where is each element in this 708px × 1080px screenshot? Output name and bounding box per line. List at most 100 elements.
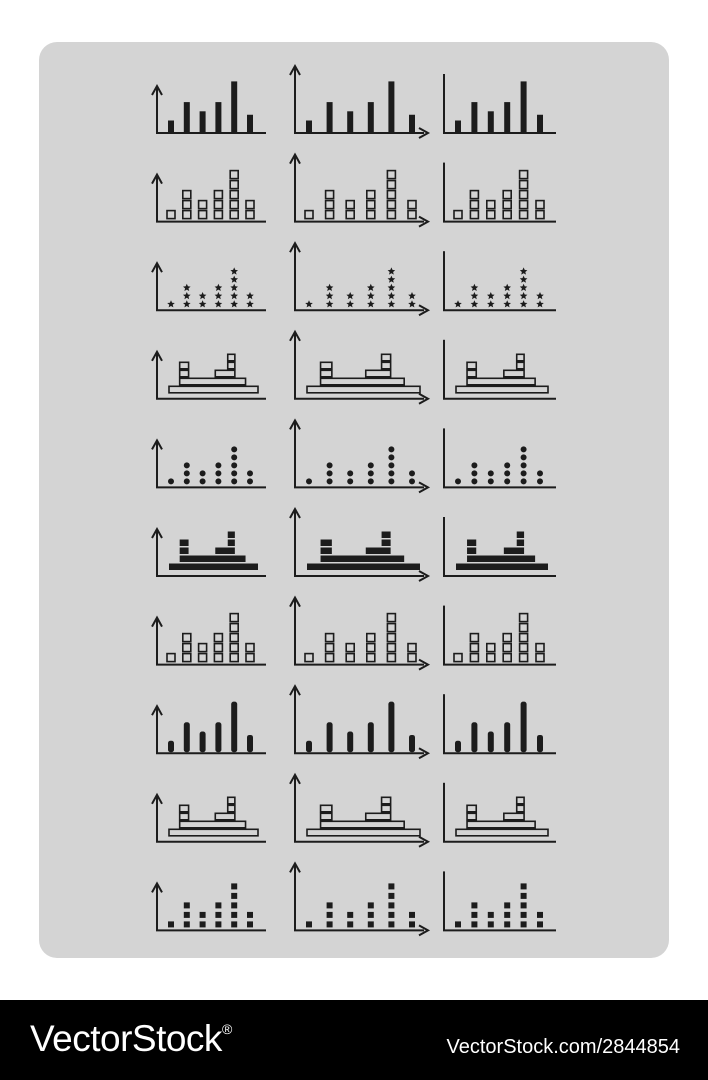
square-mark [520,892,527,899]
horizontal-bar-mark [214,812,236,821]
horizontal-bar-mark [178,820,247,829]
dot-mark [409,470,415,477]
dot-mark [231,478,238,485]
horizontal-bar-mark [467,547,477,554]
horizontal-bar-mark [168,828,259,837]
square-mark [386,612,397,623]
horizontal-bar-mark [306,385,421,394]
square-mark [199,911,206,918]
bar-mark [487,731,494,753]
chart-icon-stacked-small-squares-arrow-axes-full [289,861,431,937]
square-mark [485,199,496,210]
square-mark [518,622,529,633]
x-arrow-head [418,215,431,228]
square-mark [409,911,415,918]
bar-mark [168,120,174,132]
square-mark [537,921,543,928]
horizontal-bar-mark [320,539,332,546]
square-mark [388,911,395,918]
square-mark [485,209,496,220]
star-mark [230,267,238,275]
square-mark [386,642,397,653]
square-mark [386,169,397,180]
bar-mark [409,114,415,132]
horizontal-bar-mark [227,531,235,538]
star-mark [503,300,511,308]
square-mark [388,892,395,899]
bar-mark [306,740,312,753]
horizontal-bar-mark [365,547,391,554]
square-mark [365,199,376,210]
chart-icon-horizontal-hollow-bars-plain-axes [443,339,556,400]
star-mark [536,300,544,308]
registered-mark: ® [221,1020,232,1037]
star-mark [487,292,495,300]
square-mark [469,189,480,200]
dot-mark [231,454,238,461]
chart-icon-solid-bars-arrow-axes-full [289,63,431,139]
horizontal-bar-mark [178,361,190,370]
square-mark [306,921,312,928]
bar-mark [388,81,395,132]
y-arrow-head [289,241,301,253]
horizontal-bar-mark [320,555,405,562]
dot-mark [247,470,253,477]
square-mark [367,921,374,928]
dot-mark [537,478,543,485]
horizontal-bar-mark [380,804,392,813]
square-mark [231,883,238,890]
square-mark [518,642,529,653]
square-mark [229,652,239,663]
y-arrow-head [289,595,301,608]
dot-mark [347,470,354,477]
chart-icon-rounded-bars-plain-axes [443,694,556,755]
bar-mark [183,102,190,132]
chart-icon-solid-bars-plain-axes [443,74,556,134]
y-arrow-head [151,881,163,893]
bar-mark [537,114,543,132]
square-mark [518,199,529,210]
horizontal-bar-mark [381,539,391,546]
star-mark [230,283,238,291]
square-mark [469,199,480,210]
dot-mark [520,462,527,469]
square-mark [386,632,397,643]
square-mark [520,911,527,918]
dot-mark [215,470,222,477]
footer-bar: VectorStock® VectorStock.com/2844854 [0,1000,708,1080]
square-mark [231,892,238,899]
horizontal-bar-mark [467,555,536,562]
square-mark [388,883,395,890]
dot-mark [504,470,511,477]
dot-mark [388,470,395,477]
square-mark [166,652,176,663]
star-mark [183,283,191,291]
square-mark [324,199,335,210]
square-mark [345,199,356,210]
star-mark [387,300,396,308]
dot-mark [520,470,527,477]
dot-mark [504,478,511,485]
horizontal-bar-mark [179,555,246,562]
horizontal-bar-mark [226,804,236,813]
square-mark [213,209,224,220]
horizontal-bar-mark [466,820,536,829]
horizontal-bar-mark [226,361,236,370]
horizontal-bar-mark [380,353,392,362]
chart-icon-horizontal-solid-bars-plain-axes [443,517,556,577]
dot-mark [347,478,354,485]
chart-icon-horizontal-hollow-bars-arrow-axes-short [151,349,266,400]
square-mark [215,911,222,918]
square-mark [304,652,314,663]
square-mark [183,911,190,918]
dot-mark [471,462,478,469]
square-mark [386,652,397,663]
bar-mark [487,111,494,132]
square-mark [324,642,335,653]
bar-mark [168,740,174,753]
square-mark [347,911,354,918]
bar-mark [409,734,415,753]
dot-mark [520,446,527,453]
y-arrow-head [151,615,163,628]
dot-mark [487,478,494,485]
